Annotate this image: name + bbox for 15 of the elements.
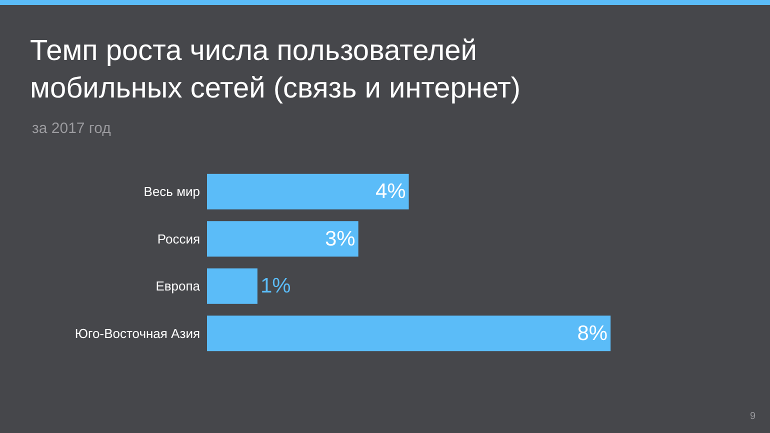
y-tick-label: Россия — [157, 231, 200, 246]
data-label: 8% — [577, 322, 608, 345]
bar — [207, 316, 611, 352]
y-tick-label: Европа — [156, 278, 201, 294]
y-tick-label: Юго-Восточная Азия — [74, 326, 200, 341]
data-label: 3% — [324, 227, 356, 250]
text: за 2017 год — [32, 120, 112, 137]
bar — [207, 221, 358, 257]
data-label: 4% — [375, 180, 406, 204]
data-label: 1% — [260, 274, 291, 298]
chart-title: Темп роста числа пользователей мобильных сетей (связь и интернет) — [30, 35, 521, 105]
bar — [207, 268, 258, 304]
y-tick-label: Весь мир — [144, 184, 200, 200]
bar — [207, 174, 409, 210]
text: 9 — [750, 411, 756, 422]
